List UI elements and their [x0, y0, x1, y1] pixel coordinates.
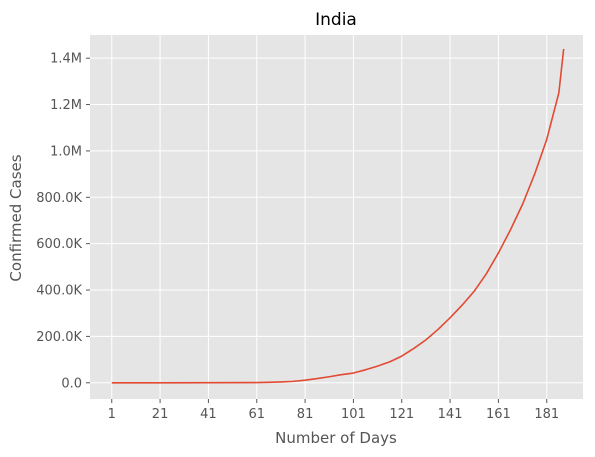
- x-tick-label: 1: [108, 407, 116, 422]
- x-tick-label: 21: [152, 407, 169, 422]
- x-tick-label: 61: [248, 407, 265, 422]
- y-tick-label: 800.0K: [36, 191, 82, 206]
- y-tick-label: 1.0M: [50, 144, 82, 159]
- series-line-india: [111, 48, 565, 384]
- x-tick-label: 121: [389, 407, 414, 422]
- series-layer: [111, 48, 565, 384]
- y-tick-label: 600.0K: [36, 237, 82, 252]
- x-axis-label: Number of Days: [275, 429, 397, 447]
- y-tick-label: 400.0K: [36, 284, 82, 299]
- y-tick-label: 1.4M: [50, 52, 82, 67]
- plot-area: [90, 35, 583, 399]
- x-tick-label: 41: [200, 407, 217, 422]
- x-tick-label: 101: [341, 407, 366, 422]
- x-gridlines: [111, 35, 548, 399]
- y-tick-label: 1.2M: [50, 98, 82, 113]
- x-axis-ticks: 1 21 41 61 81 101 121 141 161 181: [108, 399, 559, 422]
- x-tick-label: 181: [534, 407, 559, 422]
- y-axis-label: Confirmed Cases: [7, 154, 25, 281]
- y-tick-label: 0.0: [61, 376, 82, 391]
- y-tick-label: 200.0K: [36, 330, 82, 345]
- x-tick-label: 161: [486, 407, 511, 422]
- x-tick-label: 81: [297, 407, 314, 422]
- chart-title: India: [315, 10, 357, 30]
- x-tick-label: 141: [438, 407, 463, 422]
- y-axis-ticks: 0.0 200.0K 400.0K 600.0K 800.0K 1.0M 1.2M 1.4M: [36, 52, 90, 391]
